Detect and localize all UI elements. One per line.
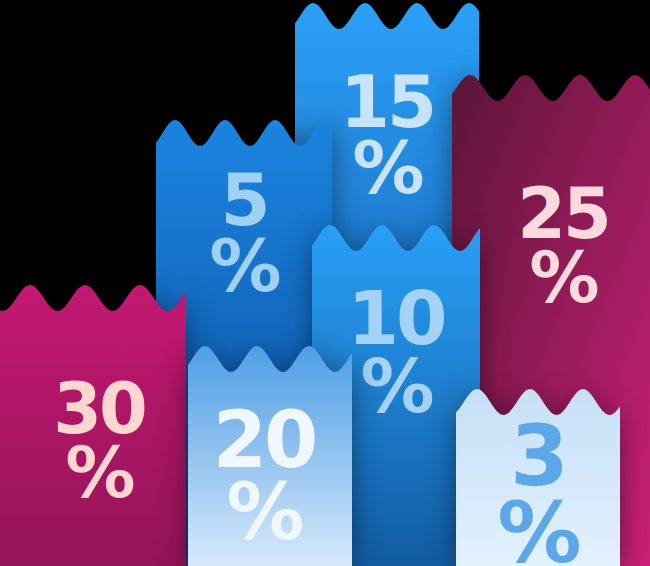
percent-sign: % <box>352 126 424 211</box>
discount-value-15: 15 % <box>295 60 479 211</box>
discount-value-5: 5 % <box>156 158 332 309</box>
discount-value-10: 10 % <box>312 276 480 431</box>
percent-sign: % <box>65 432 135 515</box>
ribbon-shape <box>312 225 480 566</box>
discount-number: 10 <box>347 276 448 362</box>
discount-number: 15 <box>339 60 437 144</box>
discount-banner-3: 3 % <box>456 388 620 566</box>
percent-sign: % <box>209 224 281 309</box>
ribbon-shape <box>0 285 186 566</box>
discount-value-30: 30 % <box>0 368 186 515</box>
percent-sign: % <box>497 484 581 566</box>
discount-banner-30: 30 % <box>0 284 186 566</box>
discount-value-3: 3 % <box>456 407 620 566</box>
discount-banner-20: 20 % <box>188 345 352 566</box>
ribbon-shape <box>456 389 620 566</box>
discount-number: 5 <box>220 158 270 242</box>
discount-value-25: 25 % <box>452 173 650 320</box>
percent-sign: % <box>360 344 434 431</box>
discount-number: 3 <box>510 407 568 505</box>
discount-value-20: 20 % <box>188 396 352 558</box>
discount-number: 30 <box>53 368 147 450</box>
discount-number: 20 <box>212 396 319 486</box>
percent-sign: % <box>226 467 304 558</box>
ribbon-shape <box>188 346 352 566</box>
percent-sign: % <box>529 237 599 320</box>
discount-number: 25 <box>517 173 611 255</box>
discount-banner-10: 10 % <box>312 224 480 566</box>
